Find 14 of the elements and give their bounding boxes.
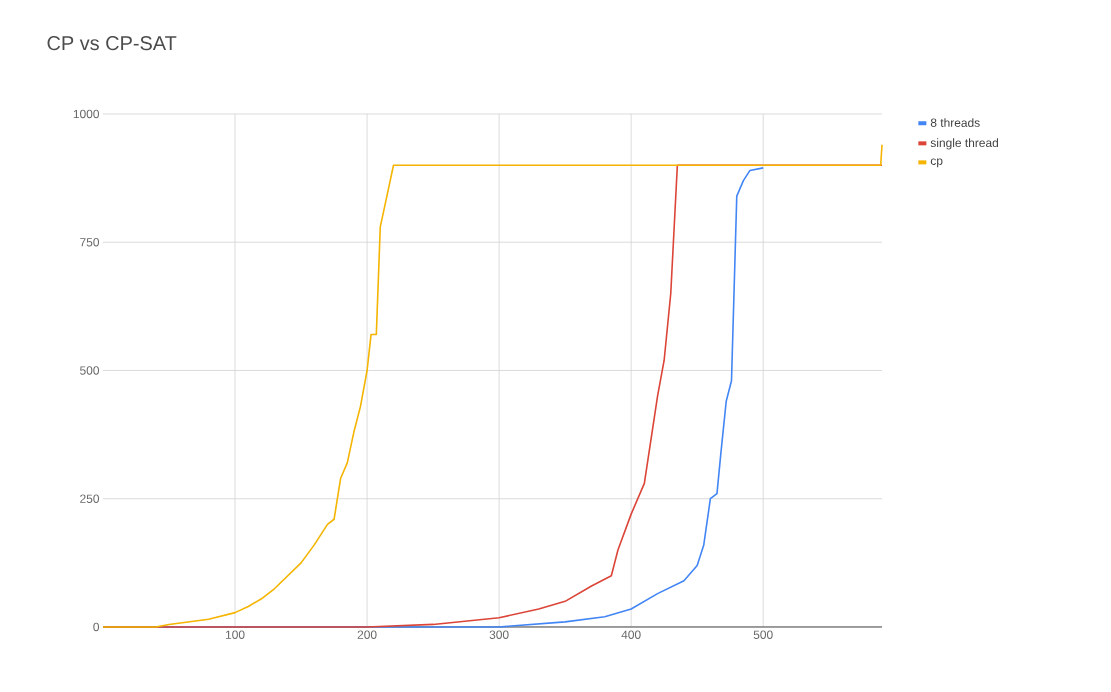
- legend-label: single thread: [930, 138, 998, 150]
- legend-label: cp: [930, 158, 943, 168]
- y-tick-label: 1000: [73, 109, 100, 119]
- y-tick-label: 750: [80, 238, 100, 247]
- y-tick-label: 0: [93, 622, 100, 632]
- x-tick-label: 100: [225, 630, 245, 639]
- y-tick-label: 250: [80, 494, 100, 503]
- x-tick-label: 400: [621, 630, 641, 639]
- y-tick-label: 500: [80, 366, 100, 375]
- legend-label: 8 threads: [930, 118, 980, 127]
- x-tick-label: 200: [357, 630, 377, 639]
- x-tick-label: 500: [753, 630, 773, 639]
- chart-title: CP vs CP-SAT: [47, 36, 177, 51]
- x-tick-label: 300: [489, 630, 509, 639]
